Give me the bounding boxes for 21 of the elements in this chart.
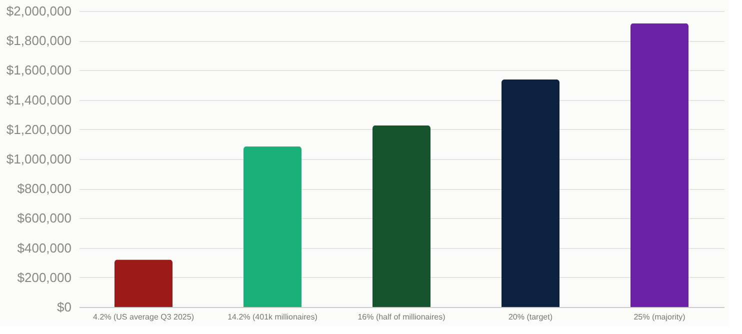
bar bbox=[630, 23, 688, 307]
x-tick-label: 14.2% (401k millionaires) bbox=[228, 312, 318, 322]
y-tick-label: $800,000 bbox=[17, 181, 72, 196]
y-tick-label: $200,000 bbox=[17, 270, 72, 285]
y-tick-label: $2,000,000 bbox=[6, 4, 72, 18]
x-tick-label: 4.2% (US average Q3 2025) bbox=[93, 312, 194, 322]
x-tick-label: 25% (majority) bbox=[634, 312, 686, 322]
y-tick-label: $1,400,000 bbox=[6, 92, 72, 108]
bar bbox=[502, 80, 560, 307]
y-tick-label: $1,600,000 bbox=[6, 62, 72, 78]
x-tick-label: 20% (target) bbox=[508, 312, 553, 322]
bar bbox=[372, 125, 430, 307]
y-tick-label: $0 bbox=[57, 300, 72, 314]
y-tick-label: $1,800,000 bbox=[6, 33, 72, 48]
y-tick-label: $1,200,000 bbox=[6, 122, 72, 137]
y-tick-label: $600,000 bbox=[17, 210, 72, 226]
bar bbox=[244, 146, 302, 307]
y-tick-label: $400,000 bbox=[17, 240, 72, 256]
y-tick-label: $1,000,000 bbox=[6, 152, 72, 166]
bar bbox=[114, 260, 172, 307]
x-tick-label: 16% (half of millionaires) bbox=[358, 312, 446, 322]
